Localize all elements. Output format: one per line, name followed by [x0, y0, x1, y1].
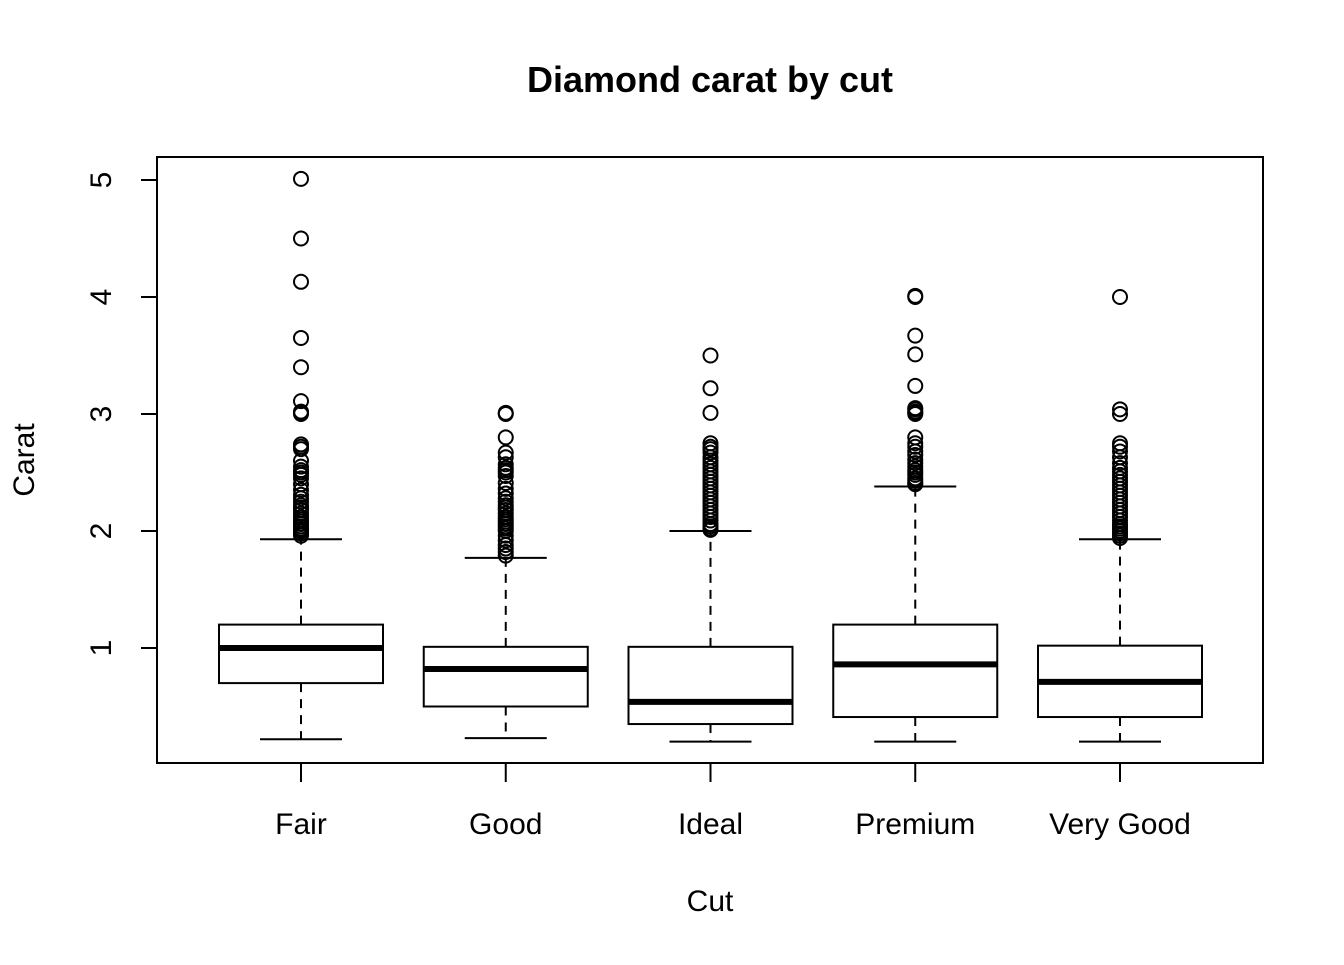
- y-axis-label: Carat: [8, 423, 41, 497]
- y-tick-label: 2: [85, 523, 118, 540]
- outlier-point: [907, 327, 924, 344]
- boxes: [218, 170, 1203, 743]
- outlier-point: [1112, 401, 1128, 418]
- outlier-point: [497, 429, 514, 446]
- x-axis-label: Cut: [687, 885, 734, 918]
- outlier-point: [293, 230, 309, 247]
- x-tick-label: Premium: [855, 808, 975, 841]
- x-tick-label: Ideal: [678, 808, 743, 841]
- outlier-point: [702, 444, 719, 461]
- y-tick-label: 5: [85, 172, 118, 189]
- outlier-point: [702, 404, 719, 421]
- iqr-box: [832, 623, 999, 719]
- outlier-point: [907, 377, 924, 394]
- outlier-point: [293, 470, 309, 487]
- outlier-point: [907, 289, 924, 305]
- x-tick-label: Fair: [275, 808, 327, 841]
- outlier-point: [907, 476, 924, 493]
- box-very-good: [1037, 289, 1203, 743]
- box-ideal: [627, 347, 794, 743]
- outlier-point: [702, 380, 719, 397]
- iqr-box: [218, 623, 384, 685]
- outlier-point: [907, 446, 924, 463]
- x-axis: Fair Good Ideal Premium Very Good: [275, 762, 1191, 841]
- outlier-point: [293, 482, 309, 499]
- outlier-point: [497, 468, 514, 485]
- outlier-point: [497, 475, 514, 492]
- outlier-point: [293, 393, 309, 410]
- outlier-point: [702, 521, 719, 538]
- iqr-box: [627, 645, 794, 726]
- outlier-point: [1112, 455, 1128, 472]
- outlier-point: [497, 444, 514, 461]
- box-good: [422, 404, 589, 740]
- y-axis: 1 2 3 4 5: [85, 172, 158, 657]
- outlier-point: [1112, 406, 1128, 422]
- outlier-point: [497, 406, 514, 422]
- iqr-box: [422, 645, 589, 708]
- outlier-point: [907, 346, 924, 363]
- y-tick-label: 4: [85, 289, 118, 306]
- outlier-point: [1112, 438, 1128, 455]
- outlier-point: [293, 441, 309, 458]
- box-fair: [218, 170, 384, 741]
- outlier-point: [702, 347, 719, 364]
- outlier-point: [1112, 443, 1128, 460]
- outlier-point: [293, 273, 309, 290]
- chart-title: Diamond carat by cut: [527, 59, 893, 100]
- y-tick-label: 3: [85, 406, 118, 423]
- outlier-point: [497, 480, 514, 497]
- outlier-point: [497, 527, 514, 544]
- y-tick-label: 1: [85, 640, 118, 657]
- outlier-point: [907, 406, 924, 422]
- outlier-point: [293, 527, 309, 544]
- outlier-point: [293, 359, 309, 376]
- outlier-point: [293, 329, 309, 346]
- outlier-point: [1112, 530, 1128, 547]
- outlier-point: [497, 547, 514, 564]
- outlier-point: [907, 438, 924, 455]
- outlier-point: [497, 449, 514, 466]
- outlier-point: [1112, 289, 1128, 305]
- x-tick-label: Very Good: [1049, 808, 1191, 841]
- outlier-point: [293, 170, 309, 187]
- outlier-point: [497, 532, 514, 549]
- box-premium: [832, 287, 999, 743]
- outlier-point: [293, 406, 309, 422]
- x-tick-label: Good: [469, 808, 542, 841]
